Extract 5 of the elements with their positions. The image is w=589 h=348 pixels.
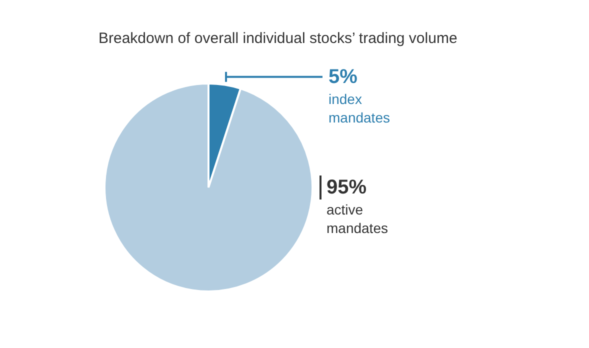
data-label: 5% [328,66,358,88]
slice-label: active mandates [326,202,388,236]
data-label: 95% [326,176,367,198]
slice-label: index mandates [328,90,390,126]
chart-title: Breakdown of overall individual stocks’ trading volume [98,30,458,47]
